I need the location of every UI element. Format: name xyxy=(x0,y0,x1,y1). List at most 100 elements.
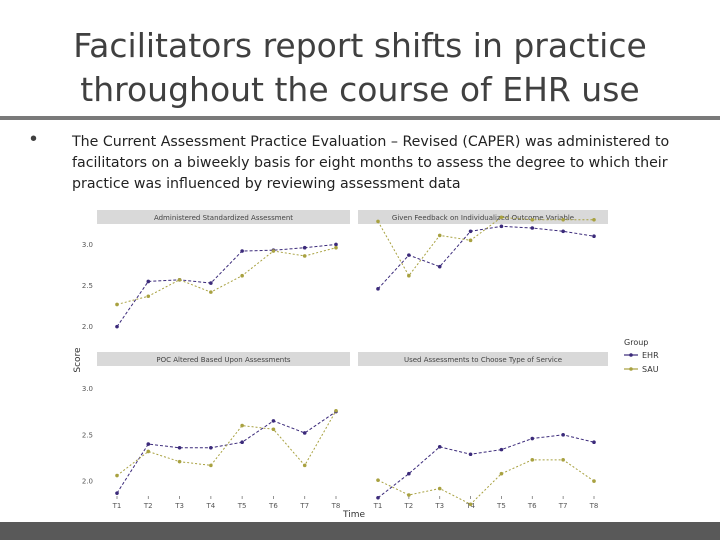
data-point-ehr xyxy=(437,445,442,449)
y-tick-label: 3.0 xyxy=(82,385,93,393)
data-point-ehr xyxy=(115,491,119,495)
data-point-sau xyxy=(561,458,565,462)
data-point-sau xyxy=(115,302,119,307)
data-point-ehr xyxy=(407,253,411,257)
data-point-ehr xyxy=(209,281,213,285)
data-point-sau xyxy=(561,217,565,222)
data-point-sau xyxy=(530,458,535,462)
x-tick-label: T2 xyxy=(403,502,413,510)
data-point-sau xyxy=(499,471,504,476)
legend-title: Group xyxy=(624,338,648,347)
data-point-sau xyxy=(530,217,535,222)
data-point-ehr xyxy=(115,324,119,329)
data-point-ehr xyxy=(302,431,307,435)
y-tick-label: 3.0 xyxy=(82,241,93,249)
data-point-ehr xyxy=(240,440,244,445)
series-line-ehr xyxy=(377,434,595,499)
legend-key-point-sau xyxy=(629,367,633,371)
data-point-sau xyxy=(177,278,182,282)
x-tick-label: T8 xyxy=(331,502,341,510)
x-tick-label: T7 xyxy=(558,502,568,510)
data-point-ehr xyxy=(561,229,565,234)
bullet-text: The Current Assessment Practice Evaluati… xyxy=(72,134,670,192)
data-point-sau xyxy=(437,233,442,238)
x-tick-label: T3 xyxy=(434,502,444,510)
data-point-sau xyxy=(376,219,380,224)
series-line-sau xyxy=(116,410,337,476)
x-tick-label: T8 xyxy=(589,502,599,510)
data-point-ehr xyxy=(499,447,504,452)
data-point-ehr xyxy=(302,245,307,250)
x-tick-label: T3 xyxy=(174,502,184,510)
legend-label-sau: SAU xyxy=(642,365,659,374)
legend-label-ehr: EHR xyxy=(642,351,659,360)
data-point-ehr xyxy=(271,419,276,423)
data-point-sau xyxy=(468,502,473,507)
data-point-sau xyxy=(437,486,442,491)
facet-title-3: Used Assessments to Choose Type of Servi… xyxy=(404,356,562,364)
data-point-sau xyxy=(271,427,276,432)
slide-title-line-2: throughout the course of EHR use xyxy=(80,70,640,109)
data-point-ehr xyxy=(530,226,535,230)
data-point-sau xyxy=(376,478,380,482)
data-point-sau xyxy=(499,215,504,220)
x-tick-label: T4 xyxy=(205,502,215,510)
data-point-ehr xyxy=(592,234,596,239)
data-point-sau xyxy=(146,294,151,299)
series-line-ehr xyxy=(377,225,595,290)
data-point-ehr xyxy=(334,242,338,247)
facet-title-0: Administered Standardized Assessment xyxy=(154,214,293,222)
data-point-ehr xyxy=(146,442,151,446)
y-tick-label: 2.5 xyxy=(82,431,93,439)
series-line-sau xyxy=(377,216,594,277)
data-point-sau xyxy=(592,217,596,222)
data-point-ehr xyxy=(376,287,380,291)
series-line-sau xyxy=(377,459,595,505)
x-tick-label: T1 xyxy=(112,502,122,510)
data-point-ehr xyxy=(146,279,151,284)
y-tick-label: 2.5 xyxy=(82,282,93,290)
data-point-sau xyxy=(240,273,244,278)
data-point-ehr xyxy=(437,264,442,269)
data-point-ehr xyxy=(376,495,380,500)
data-point-sau xyxy=(115,473,119,478)
data-point-sau xyxy=(146,449,151,454)
footer-bar xyxy=(0,522,720,540)
data-point-sau xyxy=(407,493,411,497)
slide-title: Facilitators report shifts in practice t… xyxy=(40,24,680,112)
data-point-sau xyxy=(240,423,244,428)
facet-strip-0 xyxy=(97,210,350,224)
x-tick-label: T7 xyxy=(299,502,309,510)
facet-title-1: Given Feedback on Individualized Outcome… xyxy=(392,214,574,222)
data-point-ehr xyxy=(468,452,473,457)
caper-line-chart: Administered Standardized Assessment 2.0 2… xyxy=(73,210,659,520)
data-point-ehr xyxy=(468,229,473,234)
data-point-sau xyxy=(177,459,182,464)
facet-strip-3 xyxy=(358,352,608,366)
data-point-sau xyxy=(334,408,338,413)
x-tick-label: T6 xyxy=(527,502,537,510)
data-point-sau xyxy=(302,254,307,258)
x-tick-label: T5 xyxy=(237,502,247,510)
data-point-ehr xyxy=(407,471,411,476)
slide-title-line-1: Facilitators report shifts in practice xyxy=(73,26,647,65)
title-divider xyxy=(0,116,720,120)
y-axis-title: Score xyxy=(73,347,83,373)
x-axis-title: Time xyxy=(342,510,365,520)
data-point-ehr xyxy=(499,224,504,229)
data-point-sau xyxy=(209,463,213,468)
x-tick-label: T1 xyxy=(373,502,383,510)
data-point-sau xyxy=(302,463,307,468)
y-tick-label: 2.0 xyxy=(82,323,93,331)
data-point-sau xyxy=(271,249,276,253)
facet-strip-2 xyxy=(97,352,350,366)
data-point-sau xyxy=(468,238,473,243)
x-tick-label: T5 xyxy=(496,502,506,510)
bullet-icon: • xyxy=(30,128,38,150)
data-point-ehr xyxy=(592,440,596,445)
facet-strip-1 xyxy=(358,210,608,224)
data-point-sau xyxy=(334,245,338,250)
data-point-ehr xyxy=(561,433,565,437)
y-tick-label: 2.0 xyxy=(82,478,93,486)
data-point-ehr xyxy=(530,436,535,441)
